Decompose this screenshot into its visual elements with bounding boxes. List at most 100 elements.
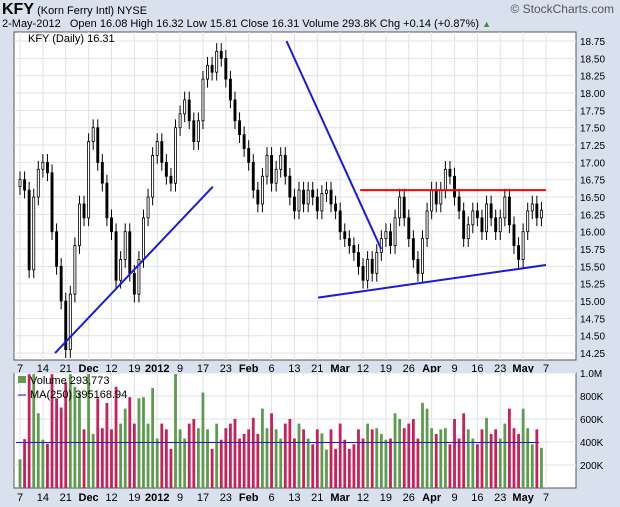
volume-bar: [274, 429, 278, 488]
candle-body: [210, 64, 214, 73]
y-tick-label: 16.00: [580, 228, 605, 239]
candle-body: [475, 210, 479, 219]
candle-body: [325, 189, 328, 194]
candle-body: [375, 252, 379, 274]
candle-body: [526, 210, 530, 233]
x-tick-label: 12: [105, 492, 117, 504]
x-tick-label: 26: [403, 363, 415, 375]
x-tick-label: 23: [494, 492, 506, 504]
candle-body: [73, 245, 77, 295]
candle-body: [448, 168, 452, 177]
volume-bar: [59, 407, 63, 488]
x-tick-label: 14: [37, 492, 49, 504]
x-tick-label: Dec: [79, 363, 99, 375]
candle-body: [512, 224, 516, 246]
candle-body: [146, 196, 150, 219]
falling-trend-line: [285, 40, 383, 250]
volume-bar: [41, 439, 45, 488]
candle-body: [402, 196, 406, 219]
x-tick-label: 16: [471, 492, 483, 504]
volume-bar: [110, 429, 113, 488]
candle-body: [114, 231, 118, 281]
volume-bar: [174, 374, 177, 488]
x-tick-label: Apr: [422, 492, 442, 504]
volume-bar: [293, 438, 296, 488]
volume-bar: [407, 423, 411, 488]
volume-bar: [503, 423, 507, 488]
candle-body: [151, 155, 155, 198]
candle-body: [489, 203, 493, 219]
y-tick-label: 17.75: [580, 106, 605, 117]
volume-bar: [256, 433, 260, 488]
x-tick-label: Feb: [239, 492, 259, 504]
volume-bar: [283, 423, 287, 488]
y-tick-label: 17.25: [580, 141, 605, 152]
candle-body: [503, 196, 507, 219]
candle-body: [247, 148, 251, 163]
y-tick-label: 14.50: [580, 332, 605, 343]
y-tick-label: 15.25: [580, 280, 605, 291]
candle-body: [228, 78, 232, 101]
volume-bar: [82, 429, 86, 488]
candle-body: [219, 51, 223, 59]
quote-values: Open 16.08 High 16.32 Low 15.81 Close 16…: [69, 18, 479, 30]
y-tick-label: 18.25: [580, 72, 605, 83]
candle-body: [338, 210, 342, 233]
candle-body: [64, 300, 68, 350]
x-tick-label: 17: [197, 492, 209, 504]
volume-bar: [421, 402, 424, 488]
volume-bar: [192, 419, 196, 488]
volume-bar: [215, 423, 219, 488]
volume-bar: [36, 413, 40, 488]
volume-bar: [210, 448, 214, 488]
x-tick-label: 7: [543, 492, 549, 504]
y-tick-label: 16.50: [580, 193, 605, 204]
x-tick-label: 23: [220, 492, 232, 504]
volume-bar: [78, 392, 81, 488]
price-legend: KFY (Daily) 16.31: [28, 33, 115, 45]
volume-bar: [338, 423, 342, 488]
volume-bar: [494, 429, 498, 488]
quote-date: 2-May-2012: [2, 18, 61, 30]
candle-body: [530, 203, 534, 212]
candle-body: [123, 231, 127, 260]
x-tick-label: 21: [311, 363, 323, 375]
candle-body: [521, 231, 525, 260]
candle-body: [430, 189, 434, 212]
rising-trend-line: [54, 185, 214, 354]
volume-bar: [375, 428, 379, 488]
volume-bar: [297, 423, 301, 488]
x-tick-label: 21: [60, 363, 72, 375]
candle-body: [347, 238, 351, 246]
volume-bar: [384, 439, 388, 488]
candle-body: [242, 134, 246, 149]
x-tick-label: 19: [128, 492, 140, 504]
volume-bar: [46, 443, 49, 488]
candle-body: [283, 155, 287, 177]
candle-body: [462, 210, 466, 240]
volume-bar: [457, 438, 461, 488]
x-tick-label: 26: [403, 492, 415, 504]
candle-body: [178, 113, 182, 129]
x-tick-label: May: [512, 492, 534, 504]
candle-body: [32, 196, 36, 271]
x-tick-label: 17: [197, 363, 209, 375]
volume-bar: [311, 444, 315, 488]
candle-body: [270, 155, 274, 184]
candle-body: [411, 238, 415, 260]
y-tick-label: 600K: [580, 415, 604, 426]
candle-body: [434, 189, 438, 205]
volume-bar: [402, 428, 406, 488]
candle-body: [366, 259, 370, 281]
x-tick-label: 16: [471, 363, 483, 375]
volume-bar: [119, 423, 123, 488]
candle-body: [302, 189, 306, 205]
ma-legend: MA(250) 395168.94: [30, 389, 127, 401]
volume-bar: [265, 428, 269, 488]
x-tick-label: 9: [451, 492, 457, 504]
volume-bar: [23, 439, 26, 488]
candle-body: [169, 175, 173, 184]
candle-body: [215, 51, 219, 73]
volume-bar: [178, 429, 182, 488]
volume-bar: [247, 429, 251, 488]
